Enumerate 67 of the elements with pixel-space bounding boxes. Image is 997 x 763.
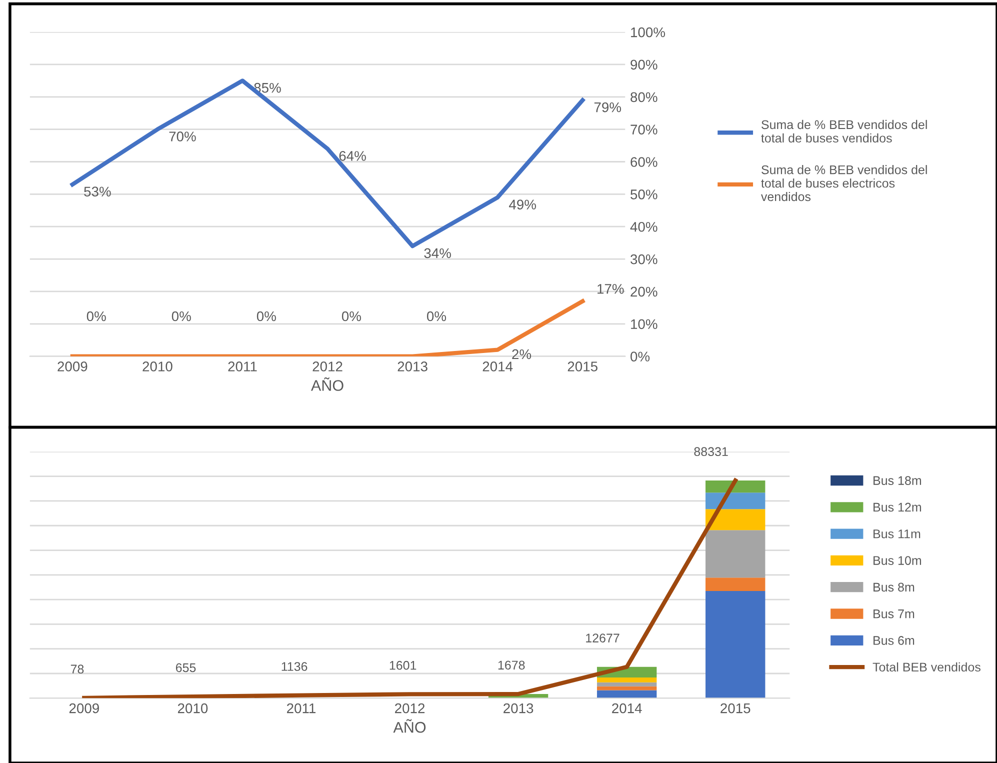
- x-tick-label: 2012: [312, 362, 342, 372]
- bar: [706, 530, 766, 578]
- x-tick-label: 2011: [228, 362, 257, 372]
- data-label: 655: [176, 663, 196, 672]
- legend-label: Bus 18m: [874, 476, 922, 485]
- x-tick-label: 2010: [142, 362, 172, 372]
- x-tick-label: 2009: [69, 703, 99, 714]
- legend-label: Suma de % BEB vendidos del total de buses vendidos: [761, 120, 927, 143]
- data-label: 64%: [339, 151, 366, 161]
- y-tick-label: 80%: [630, 92, 658, 102]
- x-axis-title: AÑO: [310, 377, 344, 391]
- data-label: 12677: [586, 634, 620, 642]
- legend-label: Bus 8m: [874, 582, 914, 592]
- bar: [596, 686, 657, 690]
- y-tick-label: 20%: [630, 286, 658, 297]
- y-tick-label: 10%: [631, 319, 658, 330]
- bar: [706, 578, 766, 591]
- y-tick-label: 90%: [630, 60, 658, 70]
- x-tick-label: 2014: [612, 703, 642, 714]
- data-label: 0%: [256, 311, 276, 322]
- x-tick-label: 2013: [398, 362, 428, 372]
- legend-label: Total BEB vendidos: [872, 662, 980, 672]
- bar: [706, 480, 766, 493]
- y-tick-label: 70%: [630, 124, 658, 134]
- x-tick-label: 2013: [504, 703, 534, 714]
- data-label: 78: [70, 664, 84, 674]
- y-tick-label: 0%: [630, 352, 650, 362]
- data-label: 2%: [512, 349, 532, 360]
- line-series: [70, 78, 585, 248]
- data-label: 49%: [509, 200, 536, 210]
- x-tick-label: 2010: [178, 703, 208, 714]
- data-label: 0%: [426, 311, 446, 322]
- data-label: 0%: [172, 311, 191, 322]
- bar: [706, 590, 766, 698]
- x-tick-label: 2015: [568, 362, 598, 372]
- legend-label: Bus 11m: [874, 530, 920, 538]
- legend-label: Bus 12m: [874, 502, 922, 512]
- bar: [706, 492, 766, 510]
- bar: [596, 682, 657, 686]
- data-label: 1678: [498, 660, 525, 670]
- y-tick-label: 100%: [631, 27, 666, 38]
- x-tick-label: 2009: [58, 362, 88, 372]
- legend-label: Bus 7m: [874, 610, 914, 618]
- data-label: 70%: [169, 132, 196, 142]
- data-label: 34%: [424, 248, 451, 258]
- x-axis-title: AÑO: [393, 719, 426, 733]
- bar: [596, 677, 657, 682]
- y-tick-label: 50%: [630, 190, 658, 200]
- y-tick-label: 40%: [630, 222, 658, 232]
- x-tick-label: 2015: [720, 703, 750, 714]
- bar: [706, 509, 766, 530]
- data-label: 79%: [594, 102, 622, 112]
- data-label: 53%: [84, 186, 111, 197]
- x-tick-label: 2011: [287, 703, 316, 714]
- x-tick-label: 2014: [482, 362, 513, 372]
- legend-label: Suma de % BEB vendidos del total de buses electricos vendidos: [760, 165, 927, 202]
- data-label: 0%: [342, 311, 361, 322]
- y-tick-label: 30%: [630, 254, 658, 264]
- data-label: 1136: [282, 662, 308, 671]
- data-label: 1601: [390, 660, 416, 670]
- legend-label: Bus 6m: [874, 636, 914, 645]
- y-tick-label: 60%: [630, 157, 658, 167]
- legend-label: Bus 10m: [874, 556, 922, 565]
- data-label: 0%: [86, 311, 106, 322]
- data-label: 88331: [694, 447, 728, 456]
- x-tick-label: 2012: [395, 703, 425, 714]
- data-label: 17%: [598, 284, 624, 294]
